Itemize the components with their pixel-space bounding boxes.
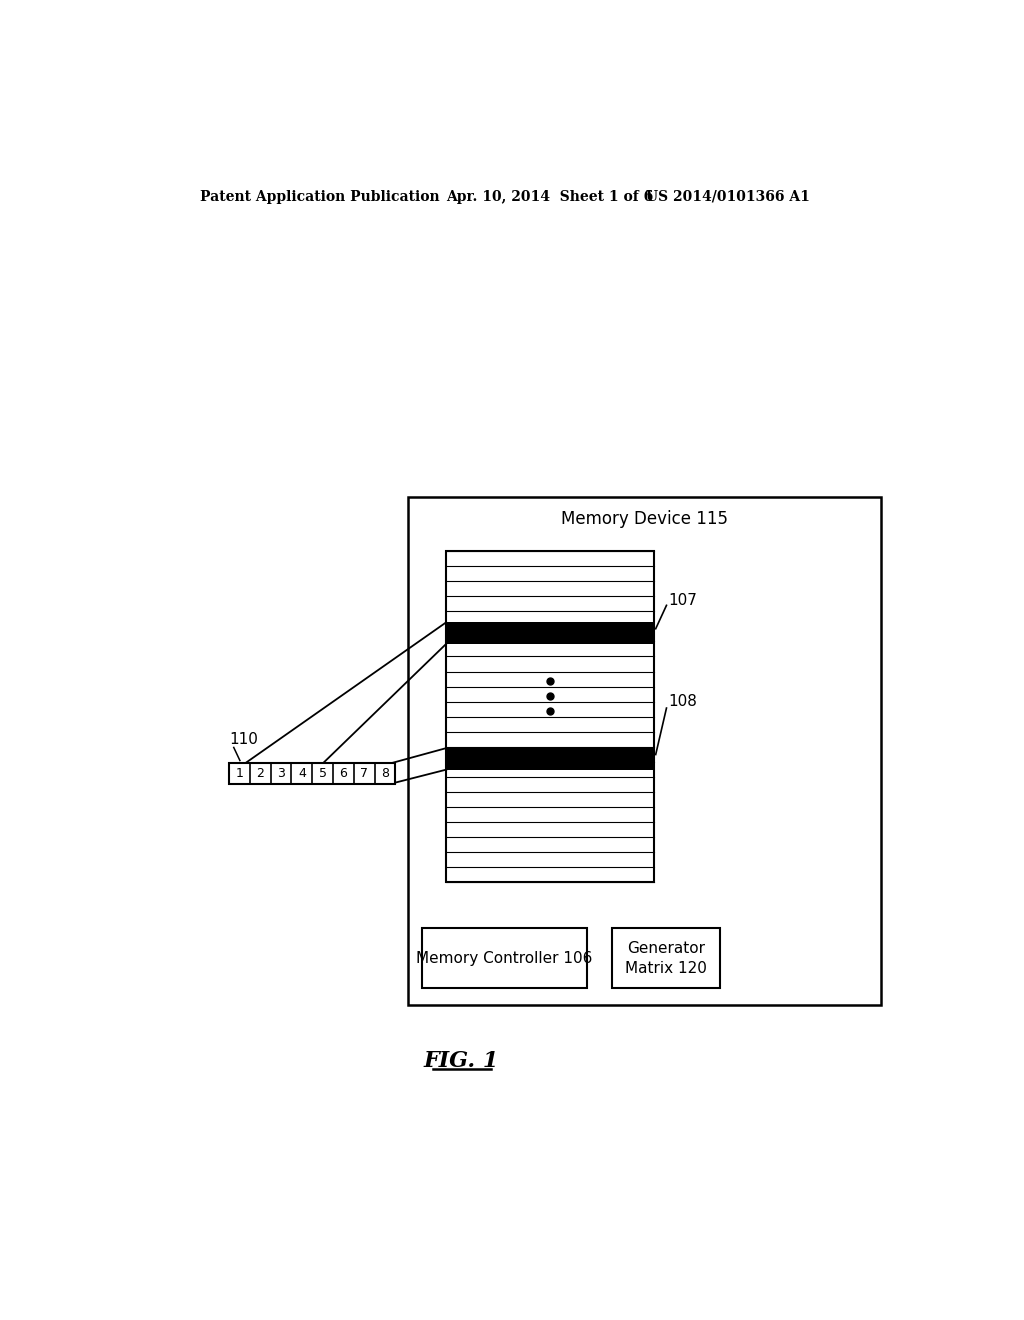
Bar: [446, 748, 654, 770]
Text: 7: 7: [360, 767, 369, 780]
Text: 8: 8: [381, 767, 389, 780]
Text: 5: 5: [318, 767, 327, 780]
Text: 108: 108: [668, 694, 697, 709]
Bar: [408, 498, 882, 1006]
Bar: [611, 928, 720, 989]
Text: Memory Controller 106: Memory Controller 106: [416, 950, 593, 966]
Text: 6: 6: [340, 767, 347, 780]
Text: 4: 4: [298, 767, 306, 780]
Text: 110: 110: [229, 733, 258, 747]
Text: Memory Device 115: Memory Device 115: [561, 510, 728, 528]
Text: US 2014/0101366 A1: US 2014/0101366 A1: [646, 190, 810, 203]
Text: 3: 3: [278, 767, 285, 780]
Text: Patent Application Publication: Patent Application Publication: [200, 190, 439, 203]
Text: Generator
Matrix 120: Generator Matrix 120: [625, 941, 707, 975]
Text: 1: 1: [236, 767, 244, 780]
Text: Memory Blocks 105: Memory Blocks 105: [475, 552, 626, 566]
Text: FIG. 1: FIG. 1: [424, 1049, 500, 1072]
Bar: [229, 763, 395, 784]
Bar: [446, 552, 654, 882]
Text: 2: 2: [256, 767, 264, 780]
Bar: [422, 928, 587, 989]
Text: 107: 107: [668, 593, 697, 609]
Text: Apr. 10, 2014  Sheet 1 of 6: Apr. 10, 2014 Sheet 1 of 6: [446, 190, 653, 203]
Bar: [446, 622, 654, 644]
